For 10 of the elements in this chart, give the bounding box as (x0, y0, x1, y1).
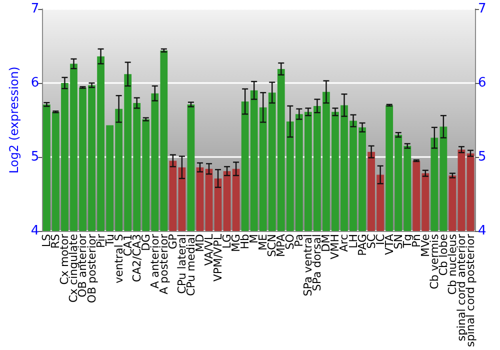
y-axis-title: Log2 (expression) (7, 66, 21, 174)
x-tick-label: OB posterior (85, 234, 98, 304)
y2-tick-label: 6 (478, 76, 486, 91)
y-tick-label: 6 (30, 76, 40, 91)
y-tick-label: 5 (30, 150, 40, 165)
y2-tick-label: 7 (478, 2, 486, 16)
y-tick-label: 7 (30, 2, 40, 16)
y2-tick-label: 4 (478, 224, 486, 239)
y-tick-label: 4 (30, 224, 40, 239)
y2-tick-label: 5 (478, 150, 486, 165)
